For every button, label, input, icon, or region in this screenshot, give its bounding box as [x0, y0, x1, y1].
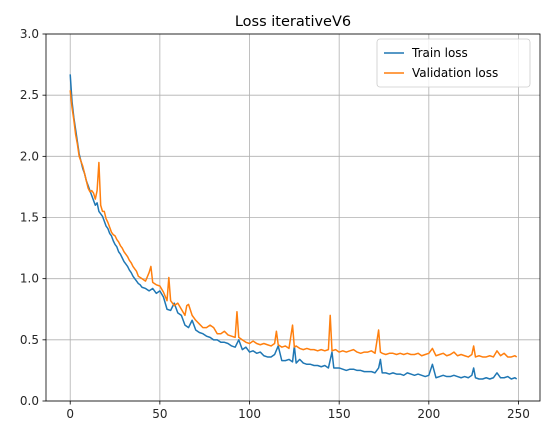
y-tick-label: 0.0	[20, 394, 39, 408]
chart-legend: Train loss Validation loss	[376, 38, 531, 88]
y-tick-label: 1.5	[20, 211, 39, 225]
legend-label-0: Train loss	[411, 46, 468, 60]
series-line-1	[69, 90, 518, 358]
chart-title: Loss iterativeV6	[235, 14, 351, 30]
y-tick-label: 3.0	[20, 27, 39, 41]
legend-box	[376, 38, 531, 88]
x-tick-label: 50	[152, 407, 167, 421]
y-tick-label: 2.0	[20, 149, 39, 163]
grid-lines	[46, 33, 540, 402]
y-axis-ticks: 0.0 0.5 1.0 1.5 2.0 2.5 3.0	[20, 27, 46, 408]
x-tick-label: 200	[417, 407, 440, 421]
x-tick-label: 0	[66, 407, 74, 421]
series-line-0	[69, 74, 518, 380]
series-lines	[69, 74, 518, 380]
x-tick-label: 250	[507, 407, 530, 421]
x-tick-label: 150	[328, 407, 351, 421]
y-tick-label: 1.0	[20, 272, 39, 286]
x-axis-ticks: 0 50 100 150 200 250	[66, 401, 530, 421]
x-tick-label: 100	[238, 407, 261, 421]
y-tick-label: 0.5	[20, 333, 39, 347]
y-tick-label: 2.5	[20, 88, 39, 102]
legend-label-1: Validation loss	[412, 66, 498, 80]
